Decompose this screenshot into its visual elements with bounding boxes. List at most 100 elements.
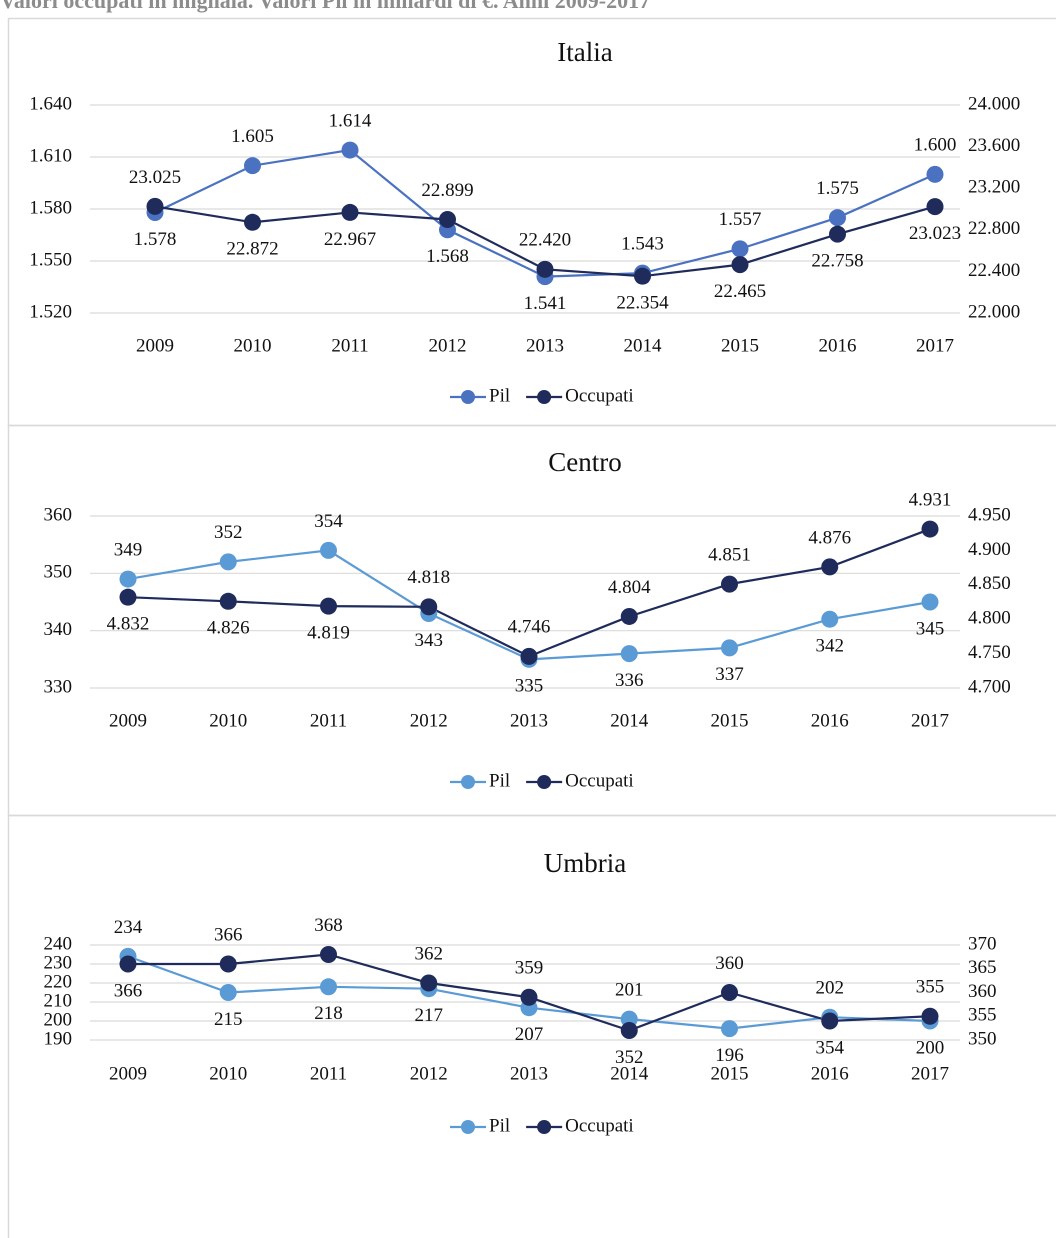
x-tick-label: 2010 [234, 335, 272, 356]
y2-tick-label: 350 [968, 1028, 997, 1049]
y-tick-label: 350 [44, 562, 73, 583]
data-label: 1.605 [231, 126, 274, 147]
data-label: 23.025 [129, 167, 181, 188]
point [320, 597, 337, 615]
point [620, 645, 638, 663]
legend-label: Pil [489, 770, 510, 791]
x-tick-label: 2009 [109, 1063, 147, 1084]
data-label: 368 [314, 915, 343, 936]
x-tick-label: 2015 [711, 710, 749, 731]
data-label: 352 [214, 522, 243, 543]
point [821, 1012, 839, 1030]
x-tick-label: 2015 [721, 335, 759, 356]
x-tick-label: 2017 [911, 710, 949, 731]
y-tick-label: 200 [44, 1009, 73, 1030]
x-tick-label: 2010 [209, 1063, 247, 1084]
y2-tick-label: 24.000 [968, 93, 1020, 114]
y2-tick-label: 22.000 [968, 301, 1020, 322]
x-tick-label: 2009 [109, 710, 147, 731]
legend-label: Pil [489, 1115, 510, 1136]
data-label: 360 [715, 953, 744, 974]
data-label: 234 [114, 917, 143, 938]
data-label: 4.931 [909, 489, 952, 510]
y-tick-label: 330 [44, 676, 73, 697]
legend-marker [461, 1120, 475, 1134]
data-label: 354 [816, 1037, 845, 1058]
data-label: 366 [114, 980, 143, 1001]
data-label: 337 [715, 664, 744, 685]
y2-tick-label: 4.950 [968, 504, 1011, 525]
data-label: 4.851 [708, 544, 751, 565]
point [721, 984, 738, 1001]
data-label: 362 [415, 943, 444, 964]
x-tick-label: 2011 [331, 335, 368, 356]
legend-label: Occupati [565, 770, 634, 791]
point [536, 260, 554, 278]
x-tick-label: 2010 [209, 710, 247, 731]
legend-marker [461, 775, 475, 789]
y2-tick-label: 23.600 [968, 135, 1020, 156]
x-tick-label: 2017 [916, 335, 954, 356]
point [320, 978, 337, 996]
point [921, 593, 939, 611]
point [219, 955, 237, 973]
data-label: 1.600 [914, 135, 957, 156]
data-label: 23.023 [909, 223, 961, 244]
chart-title: Italia [557, 37, 612, 67]
x-tick-label: 2014 [610, 1063, 649, 1084]
y2-tick-label: 4.750 [968, 642, 1011, 663]
data-label: 366 [214, 924, 243, 945]
y2-tick-label: 365 [968, 957, 997, 978]
point [634, 267, 651, 285]
point [119, 570, 137, 588]
point [926, 198, 944, 216]
data-label: 4.876 [808, 527, 851, 548]
x-tick-label: 2012 [410, 710, 448, 731]
point [620, 1022, 638, 1039]
point [921, 520, 939, 538]
data-label: 354 [314, 511, 343, 532]
x-tick-label: 2014 [624, 335, 663, 356]
point [921, 1007, 939, 1025]
legend-marker [537, 775, 552, 789]
data-label: 4.804 [608, 577, 651, 598]
data-label: 202 [816, 978, 845, 999]
point [320, 946, 337, 963]
data-label: 1.541 [524, 293, 567, 314]
y2-tick-label: 23.200 [968, 177, 1020, 198]
x-tick-label: 2016 [811, 1063, 849, 1084]
data-label: 1.568 [426, 246, 469, 267]
data-label: 355 [916, 977, 945, 998]
data-label: 22.758 [811, 251, 863, 272]
x-tick-label: 2013 [510, 710, 548, 731]
y2-tick-label: 360 [968, 981, 997, 1002]
point [620, 607, 638, 625]
legend-marker [537, 1120, 552, 1134]
point [320, 541, 337, 559]
y2-tick-label: 4.800 [968, 608, 1011, 629]
x-tick-label: 2012 [410, 1063, 448, 1084]
point [731, 256, 749, 274]
y2-tick-label: 22.800 [968, 218, 1020, 239]
point [721, 1020, 738, 1038]
point [244, 157, 261, 175]
data-label: 4.818 [407, 567, 450, 588]
y2-tick-label: 355 [968, 1005, 997, 1026]
y2-tick-label: 4.700 [968, 676, 1011, 697]
point [721, 575, 738, 593]
data-label: 4.819 [307, 622, 350, 643]
data-label: 22.967 [324, 229, 376, 250]
data-label: 336 [615, 670, 644, 691]
point [721, 639, 738, 657]
y2-tick-label: 4.850 [968, 573, 1011, 594]
y-tick-label: 1.550 [29, 249, 72, 270]
data-label: 1.578 [134, 229, 177, 250]
y-tick-label: 360 [44, 504, 73, 525]
x-tick-label: 2014 [610, 710, 649, 731]
y-tick-label: 230 [44, 952, 73, 973]
x-tick-label: 2013 [510, 1063, 548, 1084]
x-tick-label: 2011 [310, 710, 347, 731]
data-label: 1.557 [719, 209, 762, 230]
data-label: 22.465 [714, 281, 766, 302]
legend-label: Occupati [565, 385, 634, 406]
